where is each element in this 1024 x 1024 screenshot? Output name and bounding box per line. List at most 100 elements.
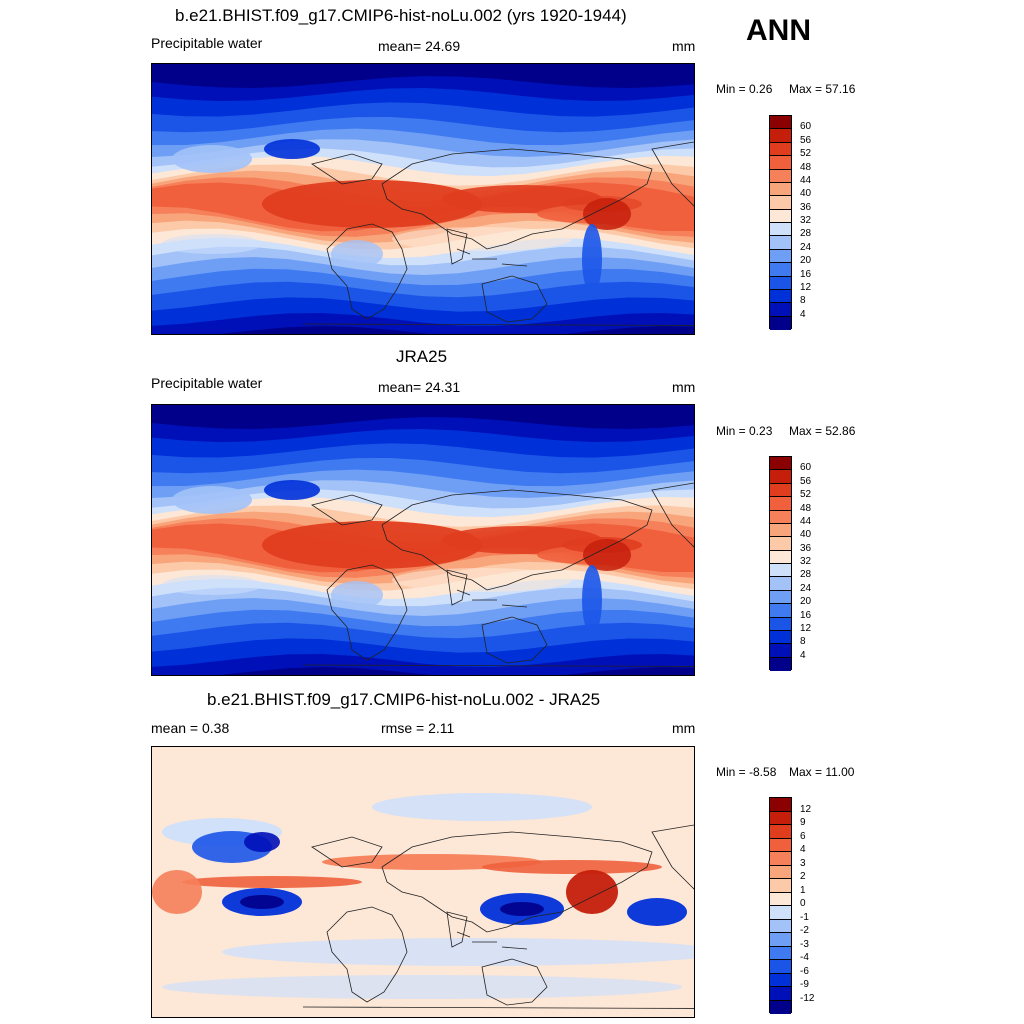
colorbar-tick-label: 0	[800, 898, 806, 909]
colorbar-tick-label: 4	[800, 308, 806, 320]
colorbar-swatch	[770, 825, 791, 839]
panel-3-units: mm	[672, 720, 696, 736]
panel-1-max: Max = 57.16	[789, 82, 856, 96]
colorbar-tick-label: 12	[800, 281, 812, 293]
colorbar-swatch	[770, 249, 791, 264]
panel-3-map	[151, 746, 695, 1018]
colorbar-tick-label: 52	[800, 489, 812, 501]
colorbar-tick-label: 28	[800, 228, 812, 240]
colorbar-swatch	[770, 129, 791, 143]
colorbar-swatch	[770, 289, 791, 304]
colorbar-tick-label: 40	[800, 529, 812, 541]
colorbar-tick-label: 8	[800, 295, 806, 307]
colorbar-tick-label: 56	[800, 134, 812, 146]
colorbar-swatch	[770, 276, 791, 290]
colorbar-tick-label: 12	[800, 803, 812, 815]
colorbar-tick-label: 60	[800, 462, 812, 474]
colorbar-tick-label: 36	[800, 201, 812, 213]
colorbar-tick-label: 16	[800, 609, 812, 621]
colorbar-tick-label: 44	[800, 174, 812, 186]
colorbar-swatch	[770, 879, 791, 893]
colorbar-swatch	[770, 838, 791, 852]
panel-1-map	[151, 63, 695, 335]
colorbar-swatch	[770, 865, 791, 879]
colorbar-tick-label: 48	[800, 502, 812, 514]
colorbar-swatch	[770, 987, 791, 1001]
colorbar-tick-label: 52	[800, 148, 812, 160]
panel-3-rmse-label: rmse = 2.11	[381, 720, 455, 736]
colorbar-swatch	[770, 933, 791, 947]
colorbar-tick-label: 16	[800, 268, 812, 280]
colorbar-tick-label: 9	[800, 817, 806, 828]
colorbar-tick-label: 20	[800, 596, 812, 608]
colorbar-swatch	[770, 236, 791, 250]
colorbar-tick-label: 6	[800, 830, 806, 842]
panel-2-map	[151, 404, 695, 676]
panel-2-units: mm	[672, 379, 696, 395]
colorbar-swatch	[770, 630, 791, 645]
colorbar-tick-label: -12	[800, 992, 815, 1004]
panel-3-min: Min = -8.58	[716, 765, 777, 779]
colorbar-swatch	[770, 196, 791, 210]
panel-2-colorbar	[769, 456, 792, 671]
colorbar-tick-label: -9	[800, 979, 809, 990]
colorbar-tick-label: 32	[800, 215, 812, 226]
panel-1-units: mm	[672, 38, 696, 54]
colorbar-swatch	[770, 852, 791, 866]
colorbar-swatch	[770, 457, 791, 471]
panel-2-variable-label: Precipitable water	[151, 375, 263, 391]
colorbar-tick-label: 12	[800, 622, 812, 634]
colorbar-tick-label: 4	[800, 649, 806, 661]
panel-2-max: Max = 52.86	[789, 424, 856, 438]
colorbar-tick-label: 56	[800, 475, 812, 487]
panel-1-min: Min = 0.26	[716, 82, 773, 96]
panel-2-mean-label: mean= 24.31	[378, 379, 461, 395]
colorbar-swatch	[770, 617, 791, 631]
contour-field	[152, 747, 694, 1017]
colorbar-swatch	[770, 657, 791, 671]
season-label: ANN	[746, 14, 811, 47]
colorbar-swatch	[770, 811, 791, 825]
colorbar-swatch	[770, 169, 791, 183]
colorbar-swatch	[770, 946, 791, 960]
colorbar-swatch	[770, 470, 791, 484]
colorbar-tick-label: 4	[800, 844, 806, 855]
colorbar-tick-label: 60	[800, 121, 812, 133]
panel-3-max: Max = 11.00	[789, 765, 855, 779]
colorbar-swatch	[770, 1000, 791, 1014]
colorbar-swatch	[770, 798, 791, 812]
colorbar-tick-label: 2	[800, 871, 806, 882]
colorbar-tick-label: 24	[800, 582, 812, 594]
colorbar-tick-label: 8	[800, 636, 806, 648]
colorbar-tick-label: 44	[800, 515, 812, 527]
colorbar-swatch	[770, 577, 791, 591]
colorbar-tick-label: 32	[800, 556, 812, 567]
colorbar-swatch	[770, 182, 791, 197]
colorbar-swatch	[770, 156, 791, 170]
panel-2-min: Min = 0.23	[716, 424, 773, 438]
colorbar-tick-label: 48	[800, 161, 812, 173]
colorbar-swatch	[770, 116, 791, 130]
colorbar-swatch	[770, 537, 791, 551]
colorbar-swatch	[770, 906, 791, 920]
contour-field	[152, 64, 694, 334]
colorbar-swatch	[770, 316, 791, 330]
contour-field	[152, 405, 694, 675]
colorbar-tick-label: 24	[800, 241, 812, 253]
colorbar-swatch	[770, 523, 791, 538]
colorbar-tick-label: 20	[800, 255, 812, 267]
panel-2-title: JRA25	[396, 347, 448, 366]
colorbar-swatch	[770, 919, 791, 933]
colorbar-swatch	[770, 209, 791, 223]
colorbar-swatch	[770, 973, 791, 987]
colorbar-swatch	[770, 590, 791, 605]
colorbar-tick-label: 36	[800, 542, 812, 554]
colorbar-swatch	[770, 510, 791, 524]
colorbar-swatch	[770, 223, 791, 237]
colorbar-swatch	[770, 550, 791, 564]
colorbar-tick-label: 28	[800, 569, 812, 581]
colorbar-tick-label: 3	[800, 857, 806, 869]
panel-3-colorbar	[769, 797, 792, 1014]
panel-3-title: b.e21.BHIST.f09_g17.CMIP6-hist-noLu.002 …	[207, 690, 601, 709]
panel-1-mean-label: mean= 24.69	[378, 38, 461, 54]
